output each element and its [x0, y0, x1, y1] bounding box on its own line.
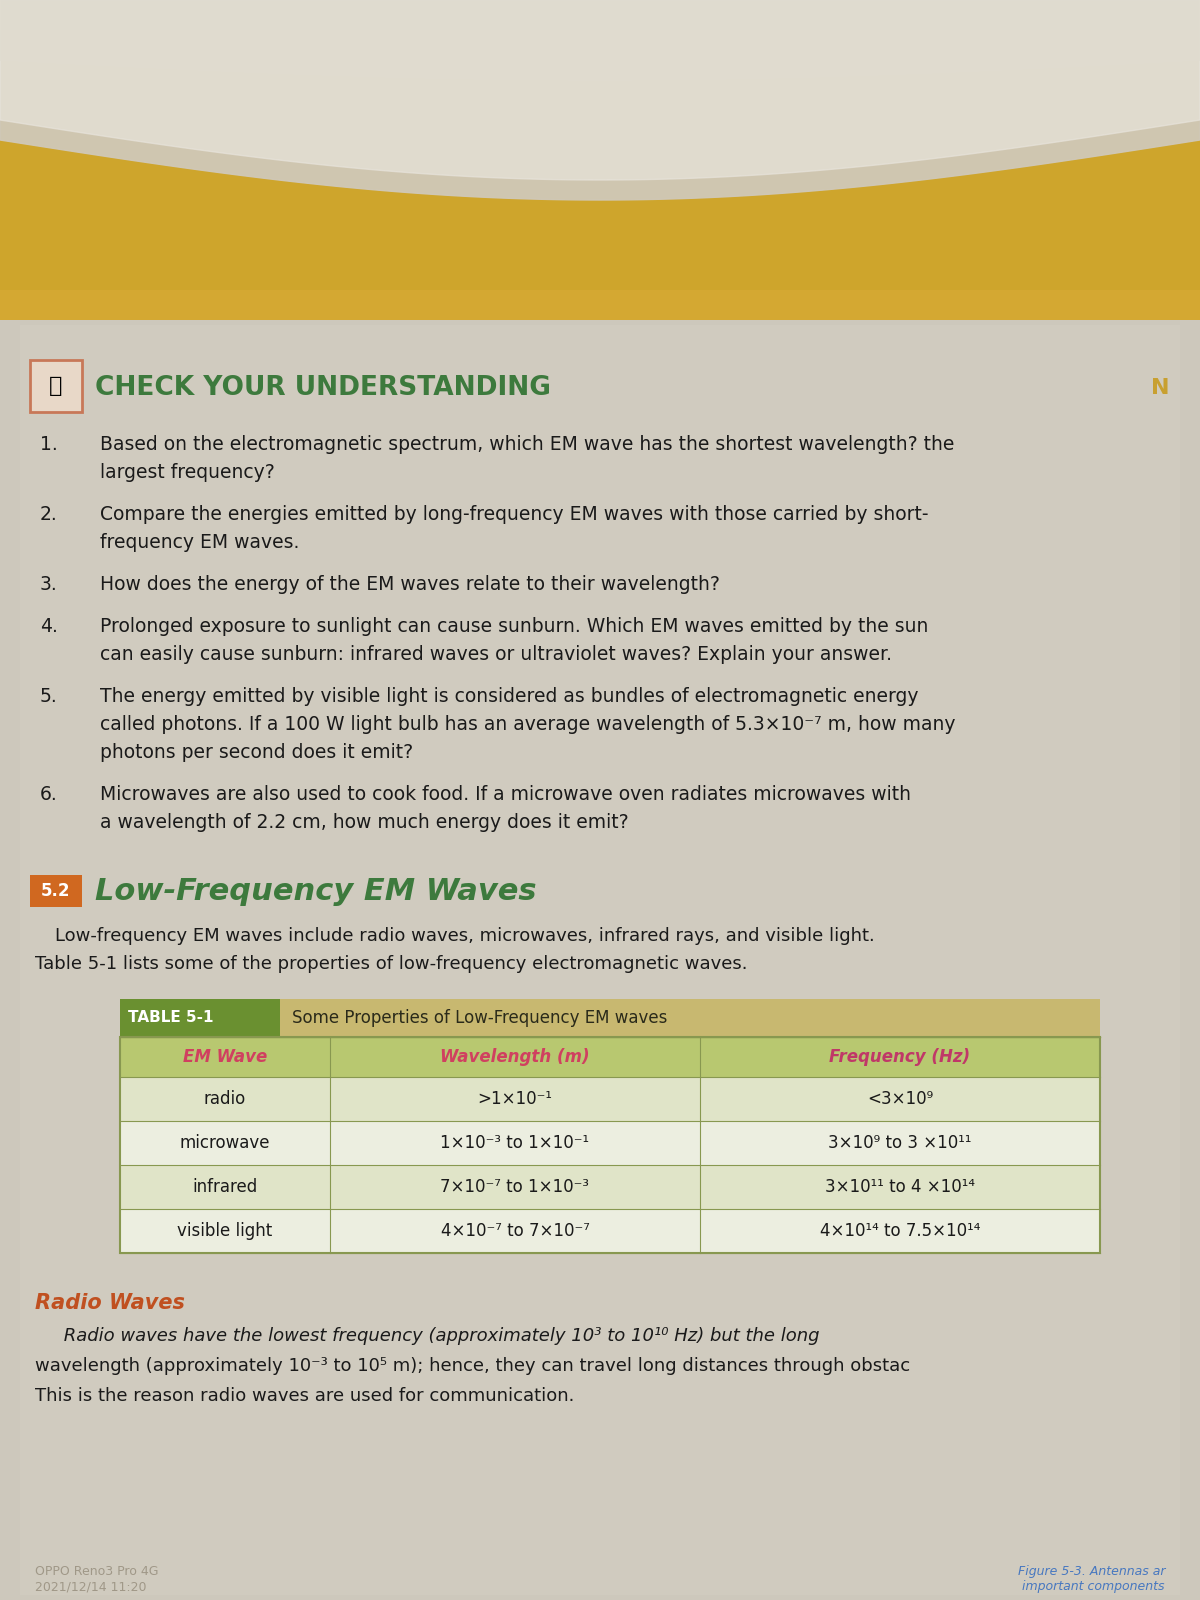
Text: can easily cause sunburn: infrared waves or ultraviolet waves? Explain your answ: can easily cause sunburn: infrared waves…	[100, 645, 892, 664]
Bar	[120, 998, 280, 1037]
Text: Radio Waves: Radio Waves	[35, 1293, 185, 1314]
Text: Wavelength (m): Wavelength (m)	[440, 1048, 590, 1066]
Text: 4×10⁻⁷ to 7×10⁻⁷: 4×10⁻⁷ to 7×10⁻⁷	[440, 1222, 589, 1240]
Text: photons per second does it emit?: photons per second does it emit?	[100, 742, 413, 762]
Text: a wavelength of 2.2 cm, how much energy does it emit?: a wavelength of 2.2 cm, how much energy …	[100, 813, 629, 832]
Bar	[0, 30, 1200, 320]
Bar	[280, 998, 1100, 1037]
Bar	[120, 1037, 1100, 1077]
Text: EM Wave: EM Wave	[182, 1048, 268, 1066]
Text: wavelength (approximately 10⁻³ to 10⁵ m); hence, they can travel long distances : wavelength (approximately 10⁻³ to 10⁵ m)…	[35, 1357, 910, 1374]
Text: Compare the energies emitted by long-frequency EM waves with those carried by sh: Compare the energies emitted by long-fre…	[100, 506, 929, 525]
Bar	[120, 1077, 1100, 1122]
Text: 3×10⁹ to 3 ×10¹¹: 3×10⁹ to 3 ×10¹¹	[828, 1134, 972, 1152]
Text: 🌅: 🌅	[49, 376, 62, 395]
Bar	[120, 1165, 1100, 1210]
Text: Some Properties of Low-Frequency EM waves: Some Properties of Low-Frequency EM wave…	[292, 1010, 667, 1027]
Bar	[120, 1122, 1100, 1165]
Text: Low-frequency EM waves include radio waves, microwaves, infrared rays, and visib: Low-frequency EM waves include radio wav…	[55, 926, 875, 946]
Text: TABLE 5-1: TABLE 5-1	[128, 1011, 214, 1026]
Text: How does the energy of the EM waves relate to their wavelength?: How does the energy of the EM waves rela…	[100, 574, 720, 594]
Text: 1.: 1.	[40, 435, 58, 454]
Text: Frequency (Hz): Frequency (Hz)	[829, 1048, 971, 1066]
Text: 4.: 4.	[40, 618, 58, 635]
Bar	[120, 1037, 1100, 1253]
Bar	[0, 290, 1200, 320]
Text: microwave: microwave	[180, 1134, 270, 1152]
Text: Figure 5-3. Antennas ar: Figure 5-3. Antennas ar	[1018, 1565, 1165, 1578]
Bar	[120, 1210, 1100, 1253]
Text: OPPO Reno3 Pro 4G: OPPO Reno3 Pro 4G	[35, 1565, 158, 1578]
Text: Table 5-1 lists some of the properties of low-frequency electromagnetic waves.: Table 5-1 lists some of the properties o…	[35, 955, 748, 973]
Text: radio: radio	[204, 1090, 246, 1107]
Text: This is the reason radio waves are used for communication.: This is the reason radio waves are used …	[35, 1387, 575, 1405]
Text: 2.: 2.	[40, 506, 58, 525]
Text: visible light: visible light	[178, 1222, 272, 1240]
Bar	[30, 360, 82, 411]
Text: 5.2: 5.2	[41, 882, 71, 899]
Text: The energy emitted by visible light is considered as bundles of electromagnetic : The energy emitted by visible light is c…	[100, 686, 918, 706]
Text: N: N	[1151, 378, 1169, 398]
Text: Low-Frequency EM Waves: Low-Frequency EM Waves	[95, 877, 536, 906]
Text: 4×10¹⁴ to 7.5×10¹⁴: 4×10¹⁴ to 7.5×10¹⁴	[820, 1222, 980, 1240]
Text: CHECK YOUR UNDERSTANDING: CHECK YOUR UNDERSTANDING	[95, 374, 551, 402]
Text: 3×10¹¹ to 4 ×10¹⁴: 3×10¹¹ to 4 ×10¹⁴	[826, 1178, 974, 1197]
Text: infrared: infrared	[192, 1178, 258, 1197]
Bar	[20, 325, 1180, 1595]
Text: frequency EM waves.: frequency EM waves.	[100, 533, 299, 552]
Text: 2021/12/14 11:20: 2021/12/14 11:20	[35, 1581, 146, 1594]
Text: >1×10⁻¹: >1×10⁻¹	[478, 1090, 552, 1107]
Text: called photons. If a 100 W light bulb has an average wavelength of 5.3×10⁻⁷ m, h: called photons. If a 100 W light bulb ha…	[100, 715, 955, 734]
Text: 3.: 3.	[40, 574, 58, 594]
Text: 7×10⁻⁷ to 1×10⁻³: 7×10⁻⁷ to 1×10⁻³	[440, 1178, 589, 1197]
Text: Microwaves are also used to cook food. If a microwave oven radiates microwaves w: Microwaves are also used to cook food. I…	[100, 786, 911, 803]
Bar	[30, 875, 82, 907]
Text: important components: important components	[1022, 1581, 1165, 1594]
Text: Radio waves have the lowest frequency (approximately 10³ to 10¹⁰ Hz) but the lon: Radio waves have the lowest frequency (a…	[35, 1326, 820, 1346]
Text: 6.: 6.	[40, 786, 58, 803]
Text: largest frequency?: largest frequency?	[100, 462, 275, 482]
Text: <3×10⁹: <3×10⁹	[866, 1090, 934, 1107]
Bar	[0, 0, 1200, 30]
Bar	[0, 320, 1200, 1600]
Text: 5.: 5.	[40, 686, 58, 706]
Text: 1×10⁻³ to 1×10⁻¹: 1×10⁻³ to 1×10⁻¹	[440, 1134, 589, 1152]
Bar	[0, 30, 1200, 320]
Text: Prolonged exposure to sunlight can cause sunburn. Which EM waves emitted by the : Prolonged exposure to sunlight can cause…	[100, 618, 929, 635]
Text: Based on the electromagnetic spectrum, which EM wave has the shortest wavelength: Based on the electromagnetic spectrum, w…	[100, 435, 954, 454]
